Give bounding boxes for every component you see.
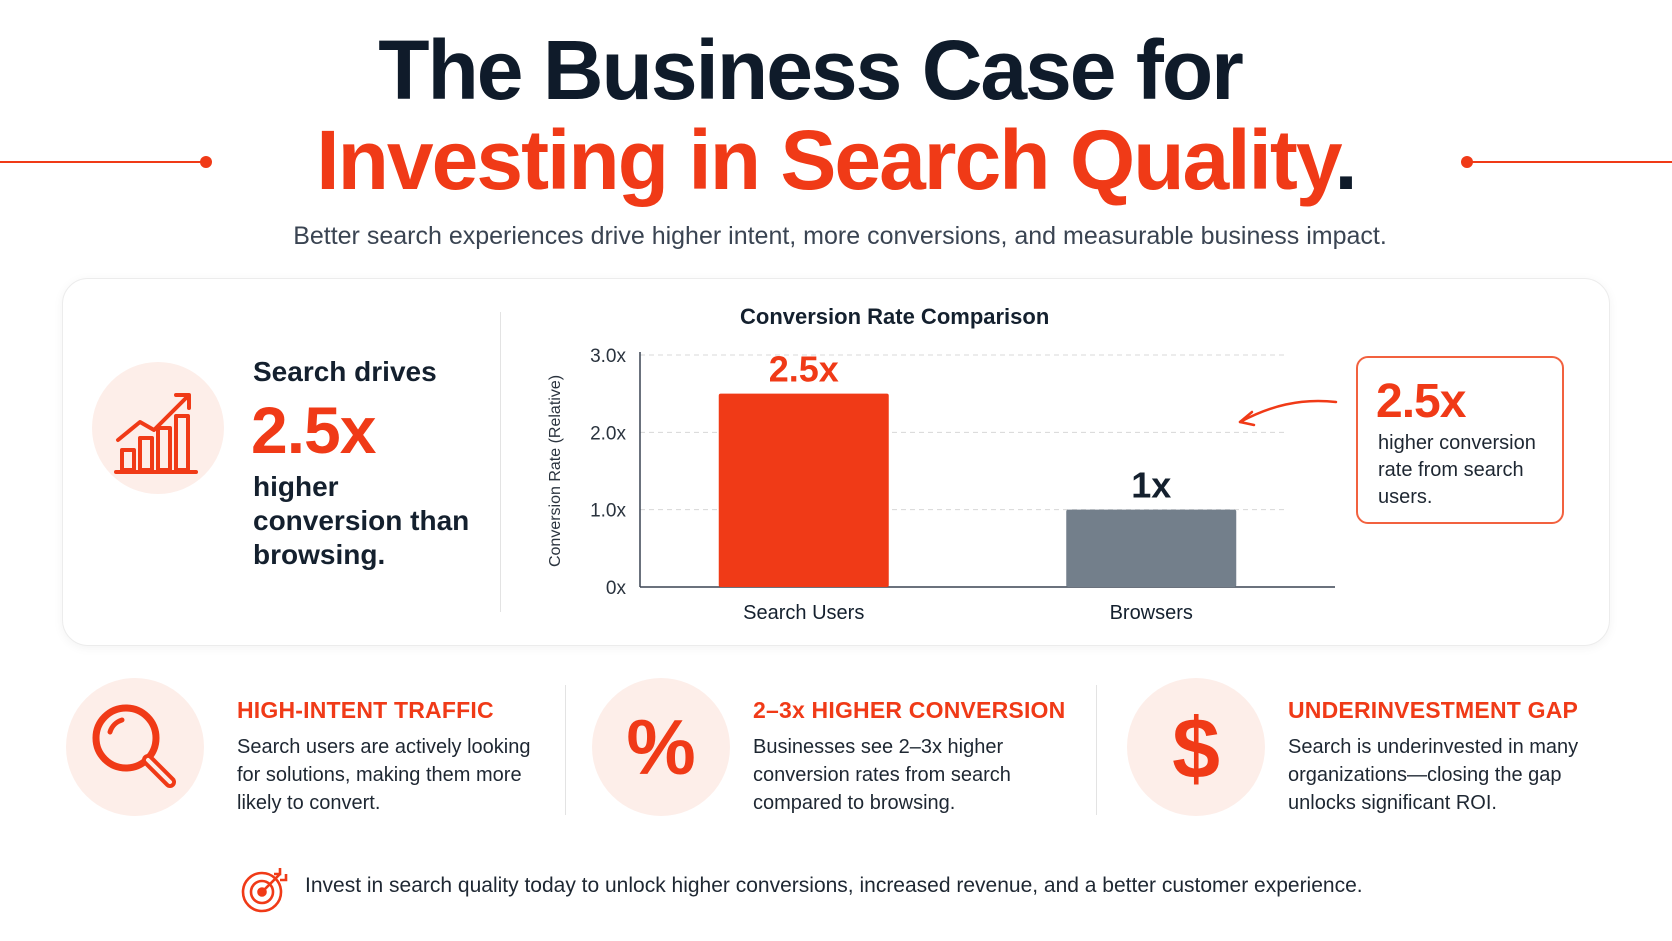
feature-divider [565, 685, 566, 815]
feature-text-high-intent: Search users are actively looking for so… [237, 736, 531, 814]
callout-text: higher conversion rate from search users… [1378, 432, 1536, 508]
y-tick-label: 1.0x [590, 501, 626, 522]
feature-text-higher-conversion: Businesses see 2–3x higher conversion ra… [753, 736, 1011, 814]
title-line-2-text: Investing in Search Quality [316, 113, 1336, 207]
callout-value: 2.5x [1376, 375, 1466, 428]
bar-search-users [718, 393, 889, 587]
svg-text:$: $ [1172, 701, 1220, 797]
hero-description: higher conversion than browsing. [253, 471, 470, 570]
hero-label: Search drives [253, 356, 437, 387]
magnifier-icon [66, 678, 204, 816]
y-tick-label: 2.0x [590, 423, 626, 444]
panel-divider [500, 312, 501, 612]
target-icon [241, 868, 288, 913]
title-rule-left [0, 161, 205, 163]
y-tick-label: 3.0x [590, 346, 626, 367]
feature-title-higher-conversion: 2–3x HIGHER CONVERSION [753, 697, 1066, 723]
feature-title-high-intent: HIGH-INTENT TRAFFIC [237, 697, 494, 723]
bar-browsers [1066, 509, 1237, 587]
feature-text-underinvestment: Search is underinvested in many organiza… [1288, 736, 1579, 814]
title-line-1: The Business Case for [378, 23, 1244, 117]
callout-arrow-icon [1238, 399, 1338, 427]
dollar-icon: $ [1127, 678, 1265, 816]
subtitle: Better search experiences drive higher i… [293, 222, 1387, 250]
conversion-bar-chart: 0x 1.0x 2.0x 3.0x Conversion Rate (Relative)… [547, 346, 1335, 624]
title-rule-right-dot [1461, 156, 1473, 168]
growth-chart-icon [92, 362, 224, 494]
x-tick-label: Search Users [743, 602, 864, 624]
y-axis-label: Conversion Rate (Relative) [547, 375, 564, 567]
hero-value: 2.5x [251, 393, 376, 467]
percent-icon: % [592, 678, 730, 816]
bar-data-label: 1x [1131, 465, 1171, 506]
callout-box: 2.5x higher conversion rate from search … [1356, 356, 1564, 524]
footer-text: Invest in search quality today to unlock… [305, 874, 1363, 897]
chart-title: Conversion Rate Comparison [740, 304, 1050, 329]
title-rule-right [1467, 161, 1672, 163]
svg-text:%: % [626, 703, 695, 791]
x-tick-label: Browsers [1110, 602, 1193, 624]
title-period: . [1334, 113, 1357, 207]
y-tick-label: 0x [606, 578, 627, 599]
feature-title-underinvestment: UNDERINVESTMENT GAP [1288, 697, 1579, 723]
title-line-2: Investing in Search Quality. [0, 118, 1672, 202]
feature-divider [1096, 685, 1097, 815]
bar-data-label: 2.5x [769, 349, 839, 390]
title-rule-left-dot [200, 156, 212, 168]
